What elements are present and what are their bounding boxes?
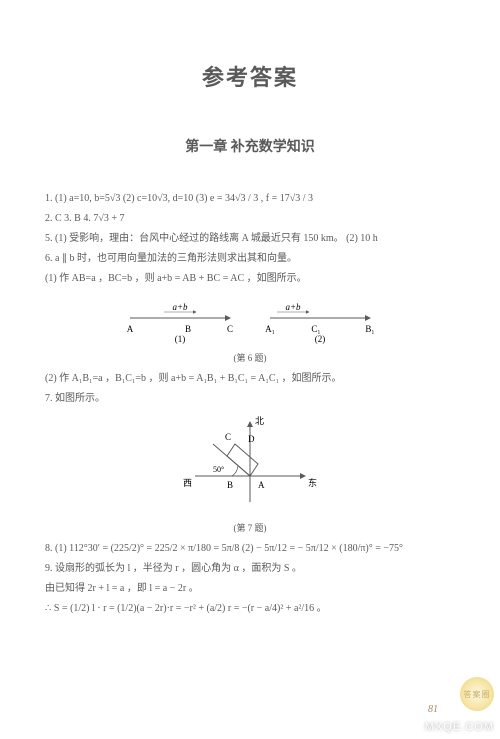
fig6-sub-right: (2) — [315, 334, 326, 344]
fig6-sub-left: (1) — [175, 334, 186, 344]
figure-6-caption: (第 6 题) — [45, 351, 455, 364]
answer-item-1: 1. (1) a=10, b=5√3 (2) c=10√3, d=10 (3) … — [45, 190, 455, 208]
fig6-C: C — [227, 324, 233, 334]
fig6-ab-left: a+b — [172, 302, 188, 312]
answer-item-9b: 由已知得 2r + l = a ，即 l = a − 2r 。 — [45, 580, 455, 598]
watermark-logo: 答案圈 — [460, 677, 494, 711]
watermark-url: MXQE.COM — [425, 721, 494, 733]
answer-item-8: 8. (1) 112°30′ = (225/2)° = 225/2 × π/18… — [45, 540, 455, 558]
fig7-north: 北 — [255, 416, 264, 426]
figure-6-svg: A B C a+b (1) A₁ C₁ B₁ a+b (2) — [110, 294, 390, 344]
fig6-A: A — [127, 324, 134, 334]
answer-item-2-3-4: 2. C 3. B 4. 7√3 + 7 — [45, 210, 455, 228]
answer-item-6c: (2) 作 A₁B₁=a ，B₁C₁=b ，则 a+b = A₁B₁ + B₁C… — [45, 370, 455, 388]
answer-item-5: 5. (1) 受影响，理由：台风中心经过的路线离 A 城最近只有 150 km。… — [45, 230, 455, 248]
page-number: 81 — [428, 704, 438, 715]
fig6-B: B — [185, 324, 191, 334]
figure-7-caption: (第 7 题) — [45, 521, 455, 534]
doc-title: 参考答案 — [45, 60, 455, 92]
answer-item-9c: ∴ S = (1/2) l · r = (1/2)(a − 2r)·r = −r… — [45, 600, 455, 618]
fig6-A1: A₁ — [265, 324, 275, 334]
fig7-A: A — [258, 480, 265, 490]
fig7-C: C — [225, 432, 231, 442]
fig7-D: D — [248, 434, 255, 444]
fig7-B: B — [227, 480, 233, 490]
watermark-logo-text: 答案圈 — [464, 689, 491, 700]
page-container: 参考答案 第一章 补充数学知识 1. (1) a=10, b=5√3 (2) c… — [0, 0, 500, 739]
fig7-west: 西 — [183, 478, 192, 488]
figure-7-svg: 北 东 西 C D B A 50° — [175, 414, 325, 514]
fig6-C1: C₁ — [311, 324, 320, 334]
fig7-east: 东 — [308, 477, 317, 488]
fig6-ab-right: a+b — [285, 302, 301, 312]
figure-7: 北 东 西 C D B A 50° (第 7 题) — [45, 414, 455, 534]
answer-item-9a: 9. 设扇形的弧长为 l ，半径为 r ，圆心角为 α ，面积为 S 。 — [45, 560, 455, 578]
figure-6: A B C a+b (1) A₁ C₁ B₁ a+b (2) (第 6 题) — [45, 294, 455, 364]
answer-item-6a: 6. a ∥ b 时，也可用向量加法的三角形法则求出其和向量。 — [45, 250, 455, 268]
fig7-angle: 50° — [213, 465, 224, 474]
answer-item-7: 7. 如图所示。 — [45, 390, 455, 408]
answer-item-6b: (1) 作 AB=a ，BC=b ，则 a+b = AB + BC = AC ，… — [45, 270, 455, 288]
fig6-B1: B₁ — [365, 324, 374, 334]
chapter-title: 第一章 补充数学知识 — [45, 136, 455, 156]
